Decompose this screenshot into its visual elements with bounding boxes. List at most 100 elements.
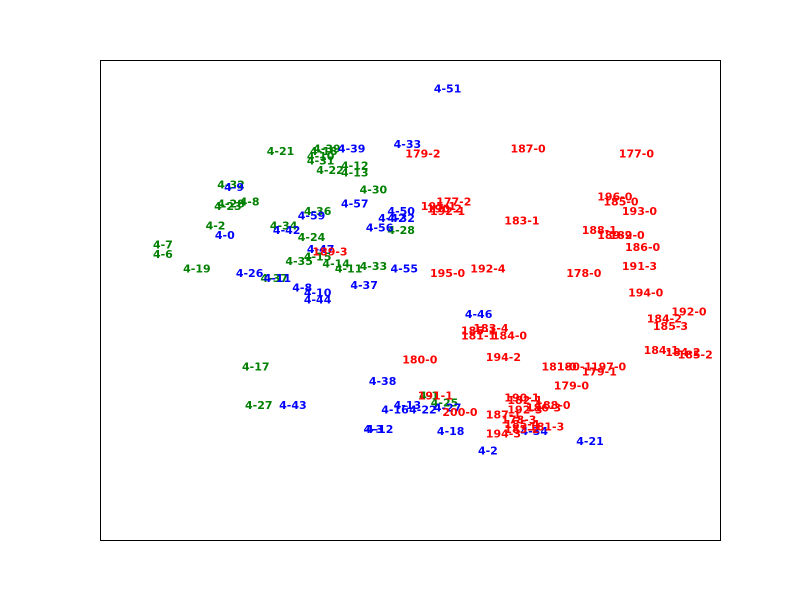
point-label: 4-26 <box>236 267 264 280</box>
point-label: 4-10 <box>304 286 332 299</box>
point-label: 187-0 <box>511 143 547 156</box>
point-label: 4-18 <box>437 425 465 438</box>
point-label: 184-2 <box>647 313 682 326</box>
point-label: 183-2 <box>504 423 539 436</box>
point-label: 194-2 <box>486 351 521 364</box>
point-label: 4-42 <box>273 224 301 237</box>
point-label: 4-36 <box>304 205 332 218</box>
point-label: 187-1 <box>486 409 521 422</box>
point-label: 179-1 <box>582 365 617 378</box>
point-label: 4-51 <box>434 83 462 96</box>
point-label: 189-2 <box>597 229 632 242</box>
point-label: 4-27 <box>434 401 462 414</box>
point-label: 192-4 <box>470 262 506 275</box>
point-label: 4-39 <box>313 143 341 156</box>
point-label: 4-0 <box>215 229 235 242</box>
point-label: 4-37 <box>350 279 378 292</box>
point-label: 189-3 <box>312 246 347 259</box>
point-label: 4-6 <box>153 248 173 261</box>
point-label: 4-13 <box>394 399 422 412</box>
point-label: 191-1 <box>418 389 453 402</box>
point-label: 4-15 <box>304 250 332 263</box>
point-label: 4-33 <box>394 138 422 151</box>
point-label: 192-3 <box>507 404 542 417</box>
point-label: 181-0 <box>542 361 578 374</box>
point-label: 4-8 <box>292 282 312 295</box>
point-label: 4-7 <box>153 238 173 251</box>
point-label: 193-0 <box>622 205 658 218</box>
point-label: 4-35 <box>285 255 313 268</box>
point-label: 4-1 <box>419 389 439 402</box>
point-label: 180-1 <box>557 361 592 374</box>
point-label: 4-14 <box>322 258 350 271</box>
point-label: 4-44 <box>304 294 332 307</box>
point-label: 4-28 <box>217 198 245 211</box>
point-label: 192-0 <box>671 306 707 319</box>
point-label: 4-37 <box>261 272 289 285</box>
point-label: 4-32 <box>217 179 245 192</box>
point-label: 185-1 <box>461 325 496 338</box>
point-label: 4-25 <box>431 397 459 410</box>
point-label: 4-12 <box>341 159 369 172</box>
series-1: 4-514-39 4-334-94-574-504-59 4-424-324-564… <box>215 83 604 458</box>
point-label: 4-23 <box>214 200 242 213</box>
point-label: 4-22 <box>409 404 437 417</box>
point-label: 179-0 <box>554 380 590 393</box>
series-0: 4-21 4-184-104-394-31 4-124-224-134-32 4-30… <box>153 143 458 412</box>
point-label: 194-0 <box>628 286 664 299</box>
point-label: 4-17 <box>242 361 270 374</box>
point-label: 184-2 <box>665 346 700 359</box>
point-label: 4-2 <box>206 219 226 232</box>
point-label: 185-3 <box>653 320 688 333</box>
point-label: 195-1 <box>421 200 456 213</box>
point-label: 4-11 <box>335 262 363 275</box>
point-label: 192-1 <box>430 205 465 218</box>
point-label: 4-32 <box>387 212 415 225</box>
point-label: 4-28 <box>387 224 415 237</box>
point-label: 177-0 <box>619 147 655 160</box>
point-label: 188-0 <box>535 399 571 412</box>
point-label: 4-9 <box>224 181 244 194</box>
point-label: 178-3 <box>501 413 536 426</box>
point-label: 4-18 <box>310 145 338 158</box>
point-label: 4-19 <box>183 262 211 275</box>
point-label: 4-31 <box>307 155 335 168</box>
point-label: 196-0 <box>597 191 633 204</box>
point-label: 4-56 <box>366 222 394 235</box>
point-label: 4-43 <box>279 399 307 412</box>
point-label: 200-0 <box>442 406 478 419</box>
point-label: 190-2 <box>427 203 462 216</box>
point-label: 4-3 <box>363 423 383 436</box>
point-label: 181-3 <box>529 420 564 433</box>
point-label: 189-0 <box>610 229 646 242</box>
point-label: 185-0 <box>603 195 639 208</box>
point-label: 186-3 <box>526 401 561 414</box>
point-label: 185-4 <box>504 418 540 431</box>
point-label: 191-3 <box>622 260 657 273</box>
point-label: 180-0 <box>402 353 438 366</box>
point-label: 4-2 <box>478 444 498 457</box>
point-label: 4-47 <box>307 243 335 256</box>
point-label: 4-50 <box>387 205 415 218</box>
point-label: 184-0 <box>492 329 528 342</box>
point-label: 185-2 <box>678 349 713 362</box>
point-label: 4-59 <box>298 210 326 223</box>
point-label: 183-1 <box>504 215 539 228</box>
point-label: 4-10 <box>307 150 335 163</box>
point-label: 4-42 <box>378 212 406 225</box>
point-label: 190-1 <box>504 392 539 405</box>
plot-frame <box>100 60 721 541</box>
point-label: 4-33 <box>360 260 388 273</box>
point-label: 194-3 <box>486 428 521 441</box>
point-label: 4-55 <box>391 262 419 275</box>
point-label: 179-2 <box>405 147 440 160</box>
point-label: 183-4 <box>473 322 509 335</box>
point-labels: 4-21 4-184-104-394-31 4-124-224-134-32 4-30… <box>153 83 713 458</box>
point-label: 4-24 <box>298 231 326 244</box>
point-label: 4-34 <box>270 219 298 232</box>
point-label: 4-46 <box>465 308 493 321</box>
point-label: 4-8 <box>240 195 260 208</box>
point-label: 184-1 <box>644 344 679 357</box>
